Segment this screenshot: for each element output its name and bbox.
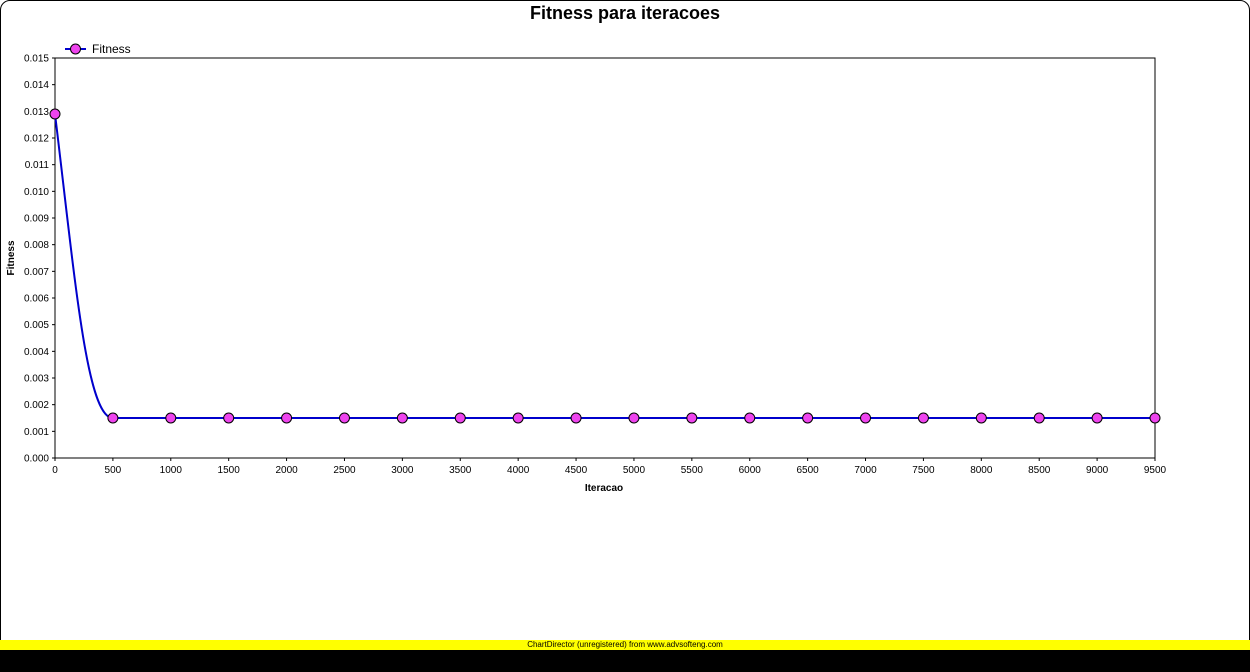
y-tick-label: 0.010 xyxy=(24,187,49,198)
x-tick-label: 5500 xyxy=(681,465,704,476)
x-tick-label: 9000 xyxy=(1086,465,1109,476)
y-tick-label: 0.013 xyxy=(24,107,49,118)
legend: Fitness xyxy=(65,42,131,56)
y-tick-label: 0.014 xyxy=(24,80,49,91)
data-point xyxy=(1033,412,1045,424)
x-tick-label: 3000 xyxy=(391,465,414,476)
x-tick-label: 3500 xyxy=(449,465,472,476)
data-point xyxy=(1091,412,1103,424)
data-point xyxy=(396,412,408,424)
data-point xyxy=(107,412,119,424)
data-point xyxy=(223,412,235,424)
y-axis-title: Fitness xyxy=(6,240,17,275)
x-tick-label: 4500 xyxy=(565,465,588,476)
x-axis: 0 500 1000 1500 2000 2500 3000 3500 4000 4500 5000… xyxy=(52,458,1167,476)
y-tick-label: 0.000 xyxy=(24,454,49,465)
x-tick-label: 4000 xyxy=(507,465,530,476)
data-point xyxy=(860,412,872,424)
data-point xyxy=(744,412,756,424)
x-tick-label: 2000 xyxy=(275,465,298,476)
y-tick-label: 0.011 xyxy=(25,160,50,171)
data-point xyxy=(570,412,582,424)
data-point xyxy=(454,412,466,424)
data-point xyxy=(975,412,987,424)
watermark-bar: ChartDirector (unregistered) from www.ad… xyxy=(0,640,1250,650)
x-tick-label: 500 xyxy=(105,465,122,476)
x-tick-label: 6000 xyxy=(739,465,762,476)
y-tick-label: 0.003 xyxy=(24,374,49,385)
x-axis-title: Iteracao xyxy=(585,483,623,494)
x-tick-label: 1000 xyxy=(160,465,183,476)
legend-marker xyxy=(70,43,81,55)
line-chart: Fitness para iteracoes Fitness 0.000 0.00… xyxy=(6,3,1167,494)
data-point xyxy=(49,108,61,120)
data-point xyxy=(512,412,524,424)
bottom-bar xyxy=(0,650,1250,672)
data-point xyxy=(338,412,350,424)
y-tick-label: 0.001 xyxy=(24,427,49,438)
x-tick-label: 6500 xyxy=(797,465,820,476)
plot-area xyxy=(54,57,1156,459)
x-tick-label: 8000 xyxy=(970,465,993,476)
y-tick-label: 0.009 xyxy=(24,214,49,225)
y-tick-label: 0.005 xyxy=(24,320,49,331)
y-tick-label: 0.015 xyxy=(24,54,49,65)
x-tick-label: 0 xyxy=(52,465,58,476)
legend-label: Fitness xyxy=(92,42,131,56)
y-tick-label: 0.007 xyxy=(24,267,49,278)
data-point xyxy=(281,412,293,424)
data-point xyxy=(802,412,814,424)
y-tick-label: 0.002 xyxy=(24,400,49,411)
x-tick-label: 7000 xyxy=(854,465,877,476)
y-tick-label: 0.012 xyxy=(24,134,49,145)
data-point xyxy=(686,412,698,424)
data-point xyxy=(917,412,929,424)
x-tick-label: 9500 xyxy=(1144,465,1167,476)
x-tick-label: 1500 xyxy=(218,465,241,476)
chart-title: Fitness para iteracoes xyxy=(530,3,720,23)
data-point xyxy=(1149,412,1161,424)
y-tick-label: 0.004 xyxy=(24,347,49,358)
series-markers xyxy=(49,108,1161,424)
data-point xyxy=(165,412,177,424)
y-tick-label: 0.006 xyxy=(24,294,49,305)
data-point xyxy=(628,412,640,424)
x-tick-label: 2500 xyxy=(333,465,356,476)
y-tick-label: 0.008 xyxy=(24,240,49,251)
x-tick-label: 5000 xyxy=(623,465,646,476)
x-tick-label: 8500 xyxy=(1028,465,1051,476)
x-tick-label: 7500 xyxy=(912,465,935,476)
